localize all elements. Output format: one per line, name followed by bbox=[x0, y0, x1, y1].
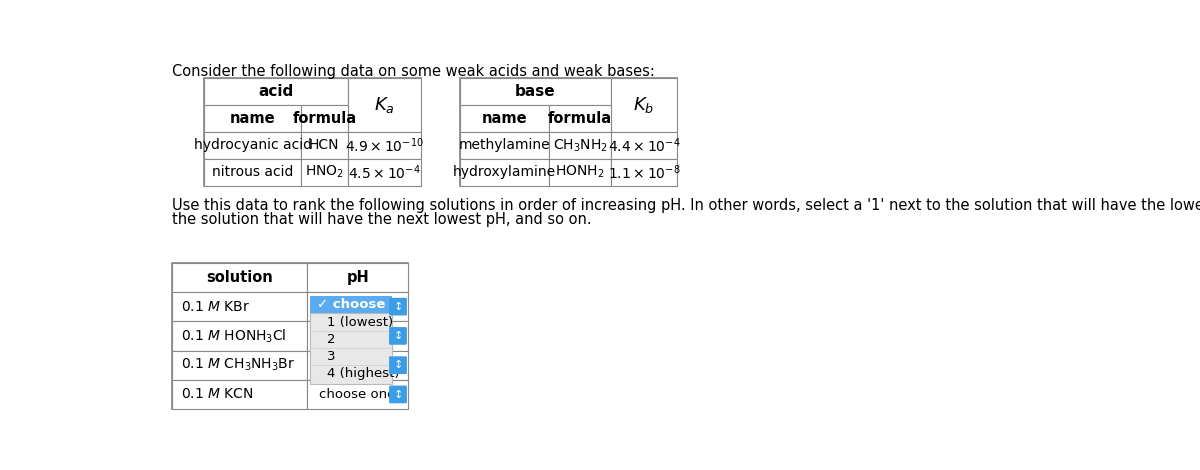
FancyBboxPatch shape bbox=[389, 327, 407, 345]
Text: 0.1 $\mathit{M}$ KCN: 0.1 $\mathit{M}$ KCN bbox=[181, 387, 253, 401]
Text: formula: formula bbox=[293, 111, 356, 126]
Bar bbox=[348, 132, 421, 159]
Bar bbox=[204, 78, 348, 105]
Bar bbox=[307, 380, 408, 409]
Text: 4 (highest): 4 (highest) bbox=[319, 359, 391, 372]
Text: $1.1 \times 10^{-8}$: $1.1 \times 10^{-8}$ bbox=[607, 163, 680, 181]
Bar bbox=[307, 292, 408, 321]
Bar bbox=[348, 78, 421, 132]
Text: ↕: ↕ bbox=[394, 390, 403, 400]
Text: the solution that will have the next lowest pH, and so on.: the solution that will have the next low… bbox=[172, 212, 592, 227]
Text: ↕: ↕ bbox=[394, 331, 403, 341]
Bar bbox=[204, 159, 301, 186]
Text: ✓ choose one: ✓ choose one bbox=[317, 298, 418, 311]
Bar bbox=[204, 105, 301, 132]
Bar bbox=[172, 380, 307, 409]
Bar bbox=[172, 321, 307, 351]
Text: 0.1 $\mathit{M}$ KBr: 0.1 $\mathit{M}$ KBr bbox=[181, 300, 251, 313]
Bar bbox=[348, 159, 421, 186]
Text: formula: formula bbox=[548, 111, 612, 126]
Text: solution: solution bbox=[206, 270, 272, 285]
Text: base: base bbox=[515, 84, 556, 99]
Bar bbox=[460, 78, 677, 186]
Bar bbox=[311, 296, 391, 313]
Text: 2: 2 bbox=[328, 333, 336, 346]
Bar bbox=[172, 292, 307, 321]
Bar bbox=[460, 159, 550, 186]
Text: $4.9 \times 10^{-10}$: $4.9 \times 10^{-10}$ bbox=[346, 136, 424, 155]
Text: ↕: ↕ bbox=[394, 302, 403, 312]
Bar bbox=[550, 105, 611, 132]
Text: acid: acid bbox=[258, 84, 294, 99]
Bar bbox=[550, 132, 611, 159]
Bar bbox=[301, 132, 348, 159]
Bar bbox=[204, 132, 301, 159]
Bar bbox=[307, 263, 408, 292]
Text: $K_a$: $K_a$ bbox=[374, 95, 395, 115]
Bar bbox=[172, 263, 408, 409]
Text: 3: 3 bbox=[328, 350, 336, 363]
Text: $\mathrm{CH_3NH_2}$: $\mathrm{CH_3NH_2}$ bbox=[553, 137, 607, 154]
Text: ↕: ↕ bbox=[394, 360, 403, 370]
FancyBboxPatch shape bbox=[389, 385, 407, 403]
Bar bbox=[172, 263, 307, 292]
Text: nitrous acid: nitrous acid bbox=[212, 165, 293, 179]
Text: $4.4 \times 10^{-4}$: $4.4 \times 10^{-4}$ bbox=[607, 136, 680, 155]
Text: HCN: HCN bbox=[310, 138, 340, 152]
Text: pH: pH bbox=[347, 270, 370, 285]
Bar bbox=[311, 313, 391, 384]
Text: Use this data to rank the following solutions in order of increasing pH. In othe: Use this data to rank the following solu… bbox=[172, 198, 1200, 213]
Bar bbox=[301, 159, 348, 186]
Text: 1 (lowest): 1 (lowest) bbox=[328, 316, 394, 329]
Text: 4 (highest): 4 (highest) bbox=[328, 367, 400, 380]
Bar bbox=[204, 78, 421, 186]
Text: $\mathrm{HONH_2}$: $\mathrm{HONH_2}$ bbox=[556, 164, 605, 180]
Bar bbox=[611, 78, 677, 132]
Text: $K_b$: $K_b$ bbox=[634, 95, 655, 115]
Bar bbox=[307, 351, 408, 380]
Text: 0.1 $\mathit{M}$ CH$_3$NH$_3$Br: 0.1 $\mathit{M}$ CH$_3$NH$_3$Br bbox=[181, 357, 295, 373]
Text: $4.5 \times 10^{-4}$: $4.5 \times 10^{-4}$ bbox=[348, 163, 421, 181]
Bar bbox=[301, 105, 348, 132]
Text: name: name bbox=[230, 111, 276, 126]
Bar bbox=[611, 132, 677, 159]
Text: $\mathrm{HNO_2}$: $\mathrm{HNO_2}$ bbox=[305, 164, 344, 180]
Text: hydrocyanic acid: hydrocyanic acid bbox=[193, 138, 312, 152]
FancyBboxPatch shape bbox=[389, 298, 407, 315]
Bar bbox=[307, 321, 408, 351]
FancyBboxPatch shape bbox=[389, 356, 407, 374]
Text: Consider the following data on some weak acids and weak bases:: Consider the following data on some weak… bbox=[172, 64, 654, 79]
Bar bbox=[460, 78, 611, 105]
Text: 0.1 $\mathit{M}$ HONH$_3$Cl: 0.1 $\mathit{M}$ HONH$_3$Cl bbox=[181, 327, 287, 345]
Bar bbox=[172, 351, 307, 380]
Bar bbox=[611, 159, 677, 186]
Text: choose one: choose one bbox=[319, 388, 395, 401]
Bar bbox=[460, 105, 550, 132]
Bar bbox=[460, 132, 550, 159]
Text: name: name bbox=[481, 111, 527, 126]
Text: methylamine: methylamine bbox=[458, 138, 551, 152]
Text: 2: 2 bbox=[319, 329, 328, 343]
Text: hydroxylamine: hydroxylamine bbox=[454, 165, 556, 179]
Bar bbox=[550, 159, 611, 186]
